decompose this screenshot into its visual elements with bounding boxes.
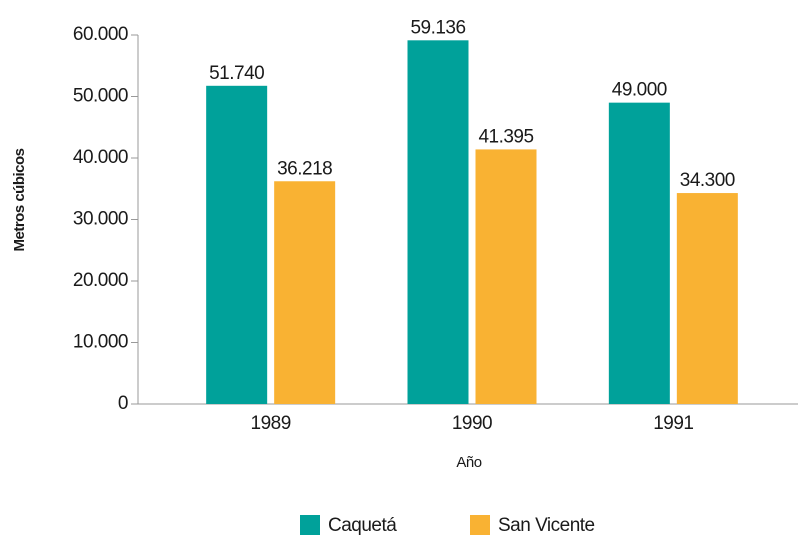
bar	[206, 85, 268, 404]
y-tick-label: 40.000	[73, 147, 128, 168]
bar	[676, 193, 738, 404]
legend-swatch	[470, 515, 490, 535]
value-label: 34.300	[680, 170, 735, 191]
value-label: 36.218	[277, 158, 332, 179]
legend-label: San Vicente	[498, 515, 595, 536]
x-tick-label: 1991	[653, 413, 693, 434]
x-tick-label: 1989	[251, 413, 291, 434]
bar	[274, 181, 336, 404]
bar	[407, 40, 469, 404]
legend-swatch	[300, 515, 320, 535]
y-axis-title: Metros cúbicos	[11, 148, 28, 251]
x-axis-title: Año	[456, 454, 481, 471]
y-tick-label: 10.000	[73, 332, 128, 353]
y-tick-label: 60.000	[73, 24, 128, 45]
bar	[608, 102, 670, 405]
legend-label: Caquetá	[328, 515, 397, 536]
value-label: 51.740	[209, 63, 264, 84]
y-tick-label: 30.000	[73, 209, 128, 230]
y-tick-label: 50.000	[73, 86, 128, 107]
x-tick-label: 1990	[452, 413, 492, 434]
value-label: 41.395	[478, 126, 533, 147]
y-tick-label: 20.000	[73, 270, 128, 291]
value-label: 59.136	[410, 17, 465, 38]
value-label: 49.000	[612, 80, 667, 101]
y-tick-label: 0	[118, 393, 128, 414]
bar	[475, 149, 537, 404]
